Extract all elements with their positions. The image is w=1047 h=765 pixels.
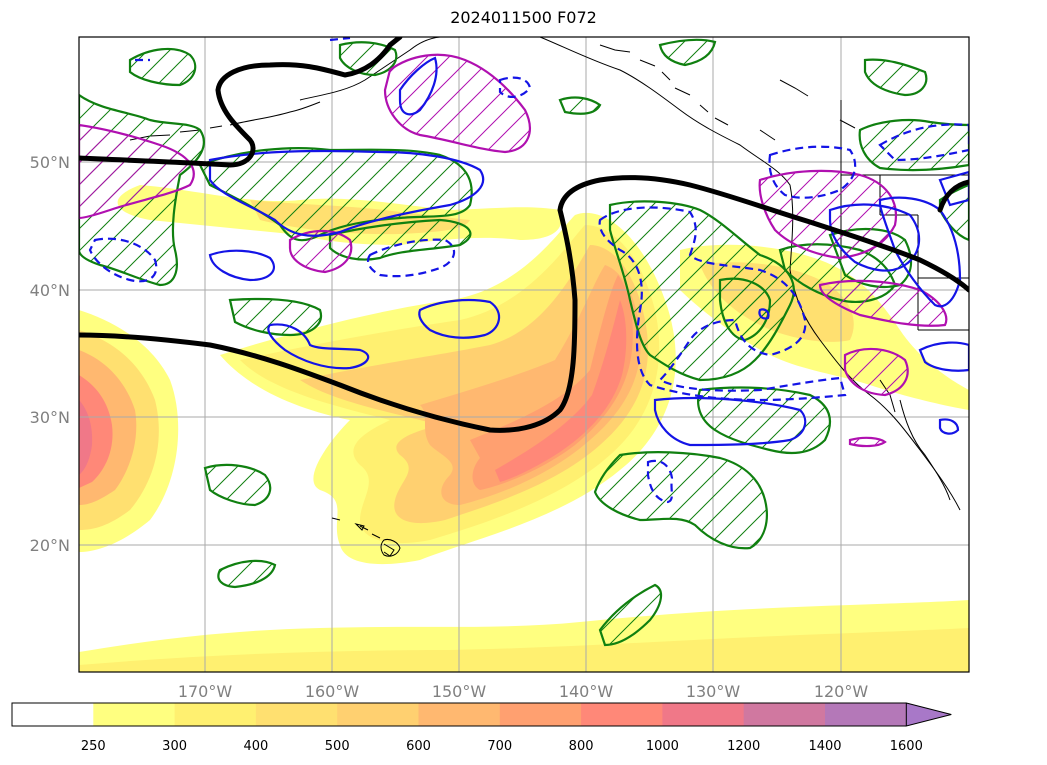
colorbar-swatch — [337, 703, 419, 726]
map-panel — [79, 37, 969, 672]
colorbar-swatch — [581, 703, 663, 726]
colorbar-tick-label: 1200 — [727, 739, 760, 754]
colorbar-tick-label: 250 — [81, 739, 106, 754]
plot-title: 2024011500 F072 — [450, 8, 597, 27]
lon-label-150w: 150°W — [432, 682, 487, 701]
latitude-labels: 50°N 40°N 30°N 20°N — [30, 153, 70, 555]
lon-label-140w: 140°W — [559, 682, 614, 701]
colorbar-tick-label: 500 — [325, 739, 350, 754]
colorbar-swatch — [825, 703, 907, 726]
longitude-labels: 170°W 160°W 150°W 140°W 130°W 120°W — [178, 682, 869, 701]
colorbar-tick-label: 1600 — [890, 739, 923, 754]
colorbar-swatch — [743, 703, 826, 726]
lon-label-170w: 170°W — [178, 682, 233, 701]
lat-label-40n: 40°N — [30, 281, 70, 300]
colorbar-swatch — [174, 703, 257, 726]
lon-label-120w: 120°W — [814, 682, 869, 701]
blue-dashed-contours — [88, 37, 969, 504]
hawaii-islands — [354, 523, 401, 557]
lat-label-20n: 20°N — [30, 536, 70, 555]
lat-label-30n: 30°N — [30, 408, 70, 427]
lon-label-160w: 160°W — [305, 682, 360, 701]
colorbar-swatch — [255, 703, 338, 726]
colorbar-tick-label: 700 — [487, 739, 512, 754]
lon-label-130w: 130°W — [686, 682, 741, 701]
colorbar-tick-label: 1000 — [646, 739, 679, 754]
jet-axis-lines — [79, 37, 969, 433]
colorbar-tick-label: 600 — [406, 739, 431, 754]
colorbar-swatch — [12, 703, 94, 726]
colorbar-swatch — [93, 703, 176, 726]
colorbar-tick-label: 300 — [162, 739, 187, 754]
colorbar-outline — [11, 702, 907, 727]
colorbar-tick-label: 800 — [569, 739, 594, 754]
colorbar-swatch — [662, 703, 745, 726]
colorbar-tick-label: 1400 — [808, 739, 841, 754]
colorbar-tick-label: 400 — [243, 739, 268, 754]
magenta-hatched-regions — [79, 53, 948, 448]
colorbar-extend-triangle — [905, 702, 952, 727]
colorbar: 250 300 400 500 600 700 800 1000 1200 1400 1600 — [11, 702, 952, 754]
map-frame — [78, 36, 970, 673]
lat-label-50n: 50°N — [30, 153, 70, 172]
colorbar-swatch — [499, 703, 582, 726]
colorbar-swatch — [418, 703, 501, 726]
